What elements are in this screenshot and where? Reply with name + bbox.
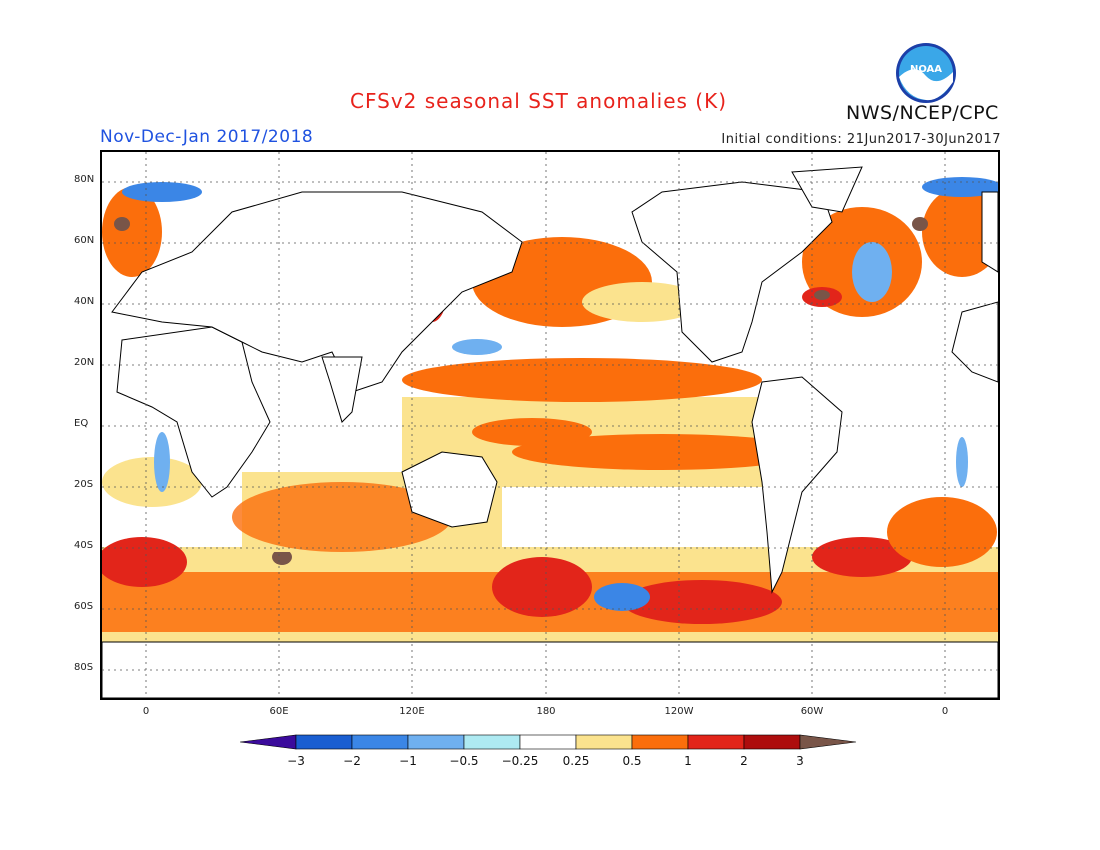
latitude-label: 80S (74, 662, 94, 673)
noaa-logo: NOAA (896, 43, 956, 103)
colorbar-tick-label: −2 (343, 754, 361, 768)
noaa-logo-text: NOAA (910, 64, 942, 75)
colorbar-tick-label: −3 (287, 754, 305, 768)
continent-outlines (102, 166, 998, 698)
latitude-label: 80N (74, 174, 95, 185)
colorbar-tick-label: −0.25 (501, 754, 539, 768)
latitude-label: EQ (74, 418, 89, 429)
colorbar-swatch (295, 734, 353, 750)
longitude-label: 120W (664, 706, 694, 717)
colorbar-swatch (463, 734, 521, 750)
colorbar-swatch (687, 734, 745, 750)
longitude-label: 0 (142, 706, 150, 717)
map-gridlines (102, 152, 998, 698)
longitude-label: 60E (269, 706, 289, 717)
latitude-label: 20S (74, 479, 94, 490)
longitude-label: 120E (399, 706, 425, 717)
colorbar-swatch (407, 734, 465, 750)
latitude-label: 40N (74, 296, 95, 307)
chart-title: CFSv2 seasonal SST anomalies (K) (350, 89, 727, 113)
colorbar (240, 734, 857, 750)
organization-label: NWS/NCEP/CPC (846, 102, 999, 124)
colorbar-swatch (240, 734, 297, 750)
longitude-label: 60W (800, 706, 824, 717)
colorbar-swatch (743, 734, 801, 750)
colorbar-tick-label: 0.25 (562, 754, 590, 768)
longitude-label: 180 (536, 706, 556, 717)
colorbar-swatch (799, 734, 857, 750)
colorbar-tick-label: 2 (740, 754, 748, 768)
latitude-label: 40S (74, 540, 94, 551)
colorbar-swatch (351, 734, 409, 750)
colorbar-tick-label: −1 (399, 754, 417, 768)
sst-anomaly-map (100, 150, 1000, 700)
colorbar-tick-label: −0.5 (449, 754, 479, 768)
colorbar-swatch (631, 734, 689, 750)
colorbar-tick-label: 0.5 (622, 754, 642, 768)
colorbar-tick-label: 1 (684, 754, 692, 768)
anomaly-shading (102, 177, 998, 642)
initial-conditions-label: Initial conditions: 21Jun2017-30Jun2017 (721, 132, 1001, 147)
latitude-label: 60N (74, 235, 95, 246)
latitude-label: 60S (74, 601, 94, 612)
season-label: Nov-Dec-Jan 2017/2018 (100, 127, 314, 147)
longitude-label: 0 (941, 706, 949, 717)
latitude-label: 20N (74, 357, 95, 368)
colorbar-tick-label: 3 (796, 754, 804, 768)
colorbar-swatch (575, 734, 633, 750)
colorbar-swatch (519, 734, 577, 750)
